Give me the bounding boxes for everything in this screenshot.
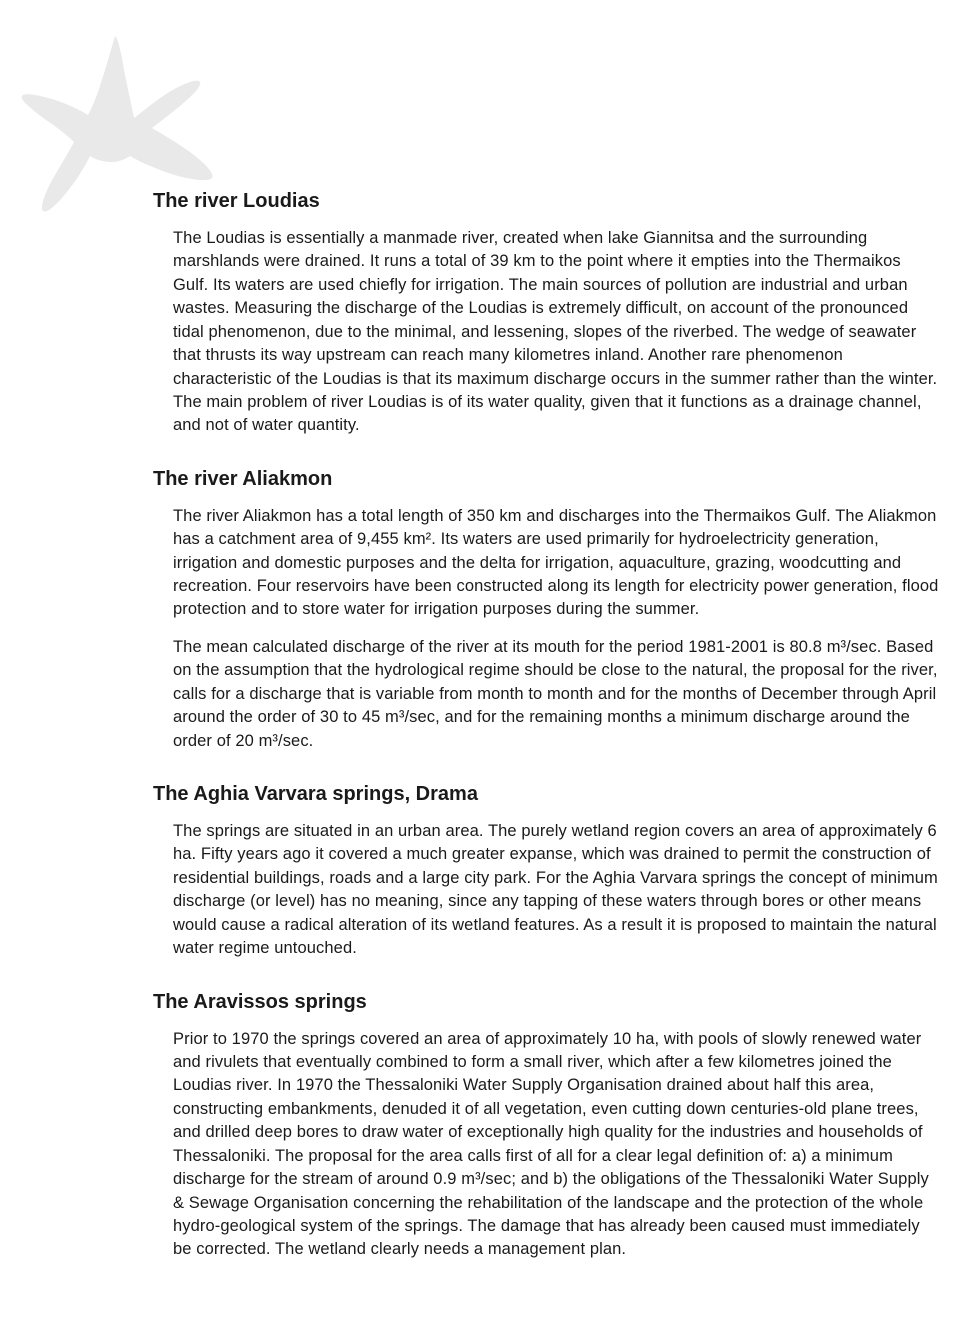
section-body: The river Aliakmon has a total length of…: [173, 505, 940, 753]
paragraph: The springs are situated in an urban are…: [173, 820, 940, 961]
paragraph: Prior to 1970 the springs covered an are…: [173, 1028, 940, 1262]
paragraph: The Loudias is essentially a manmade riv…: [173, 227, 940, 438]
section-title: The river Loudias: [153, 190, 940, 213]
paragraph: The river Aliakmon has a total length of…: [173, 505, 940, 622]
section-body: Prior to 1970 the springs covered an are…: [173, 1028, 940, 1262]
section-title: The Aghia Varvara springs, Drama: [153, 783, 940, 806]
section-body: The springs are situated in an urban are…: [173, 820, 940, 961]
section-aravissos: The Aravissos springs Prior to 1970 the …: [173, 991, 940, 1262]
paragraph: The mean calculated discharge of the riv…: [173, 636, 940, 753]
document-content: The river Loudias The Loudias is essenti…: [20, 0, 940, 1262]
section-aliakmon: The river Aliakmon The river Aliakmon ha…: [173, 468, 940, 753]
section-title: The Aravissos springs: [153, 991, 940, 1014]
document-page: The river Loudias The Loudias is essenti…: [0, 0, 960, 1332]
section-aghia-varvara: The Aghia Varvara springs, Drama The spr…: [173, 783, 940, 961]
section-body: The Loudias is essentially a manmade riv…: [173, 227, 940, 438]
section-title: The river Aliakmon: [153, 468, 940, 491]
section-loudias: The river Loudias The Loudias is essenti…: [173, 190, 940, 438]
